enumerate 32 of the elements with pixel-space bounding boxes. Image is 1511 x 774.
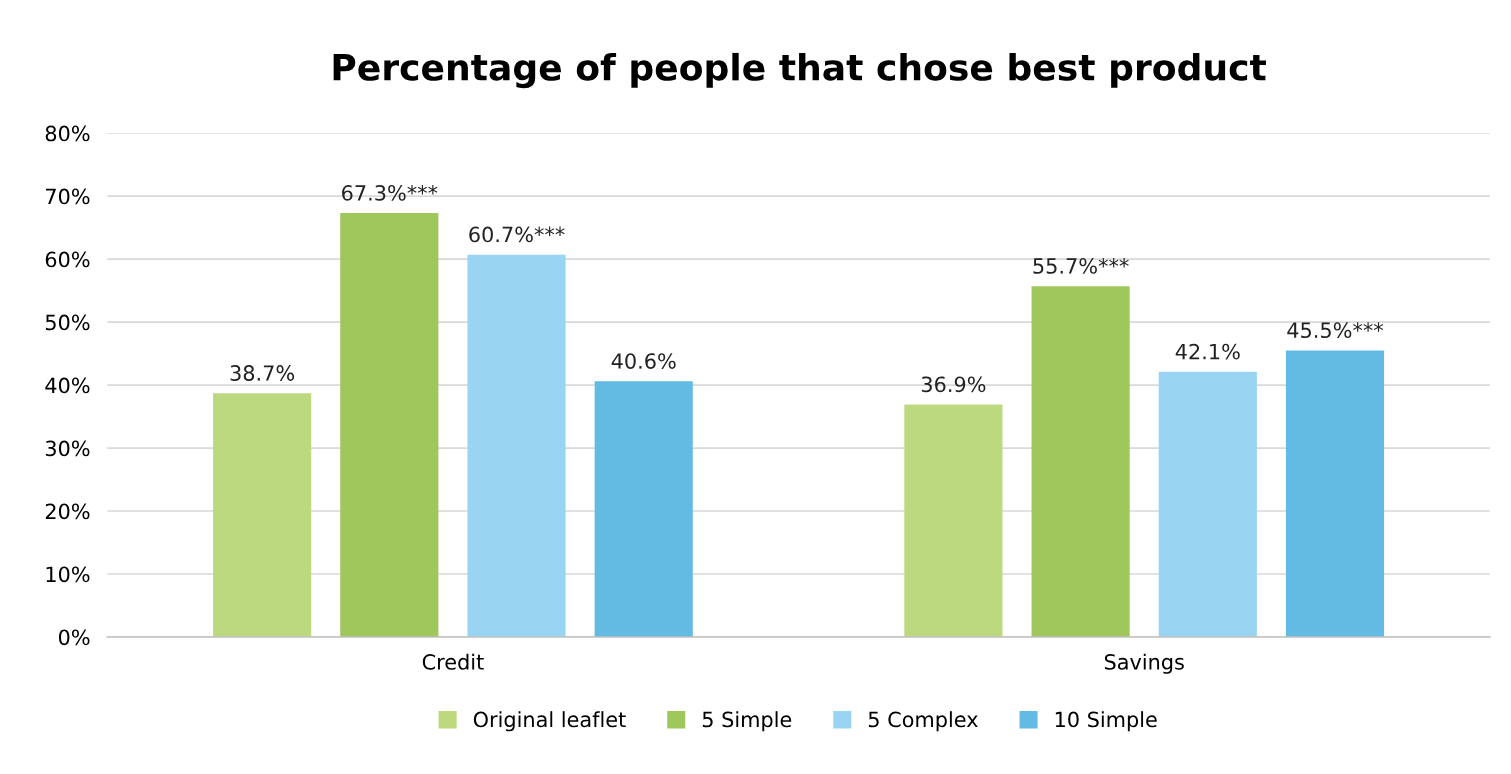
bar — [213, 393, 312, 637]
y-tick-label: 20% — [45, 503, 90, 520]
bar — [1031, 286, 1130, 637]
data-label: 67.3%*** — [342, 184, 438, 201]
x-tick-label: Credit — [422, 653, 484, 670]
data-label: 45.5%*** — [1287, 322, 1384, 339]
data-label: 36.9% — [921, 376, 986, 393]
bar — [467, 254, 566, 637]
y-tick-label: 30% — [45, 440, 90, 457]
legend-label: Original leaflet — [473, 711, 626, 732]
data-label: 55.7%*** — [1033, 258, 1129, 274]
bar — [594, 381, 693, 637]
y-tick-label: 0% — [58, 629, 90, 646]
y-tick-label: 40% — [45, 377, 90, 394]
y-tick-label: 80% — [45, 125, 90, 142]
legend-label: 10 Simple — [1055, 711, 1157, 732]
legend-label: 5 Complex — [868, 711, 978, 732]
x-tick-label: Savings — [1104, 653, 1184, 674]
data-label: 38.7% — [230, 365, 295, 381]
bar — [340, 213, 439, 637]
data-label: 42.1% — [1175, 343, 1240, 360]
data-label: 60.7%*** — [469, 226, 565, 243]
bar — [1285, 350, 1385, 637]
bar — [904, 404, 1003, 637]
y-tick-label: 50% — [45, 314, 90, 331]
chart-title: Percentage of people that chose best product — [333, 52, 1266, 89]
legend-label: 5 Simple — [702, 711, 792, 732]
data-label: 40.6% — [611, 353, 676, 369]
y-tick-label: 10% — [46, 566, 90, 583]
y-tick-label: 70% — [46, 188, 90, 205]
y-tick-label: 60% — [45, 251, 90, 268]
bar — [1158, 371, 1257, 637]
